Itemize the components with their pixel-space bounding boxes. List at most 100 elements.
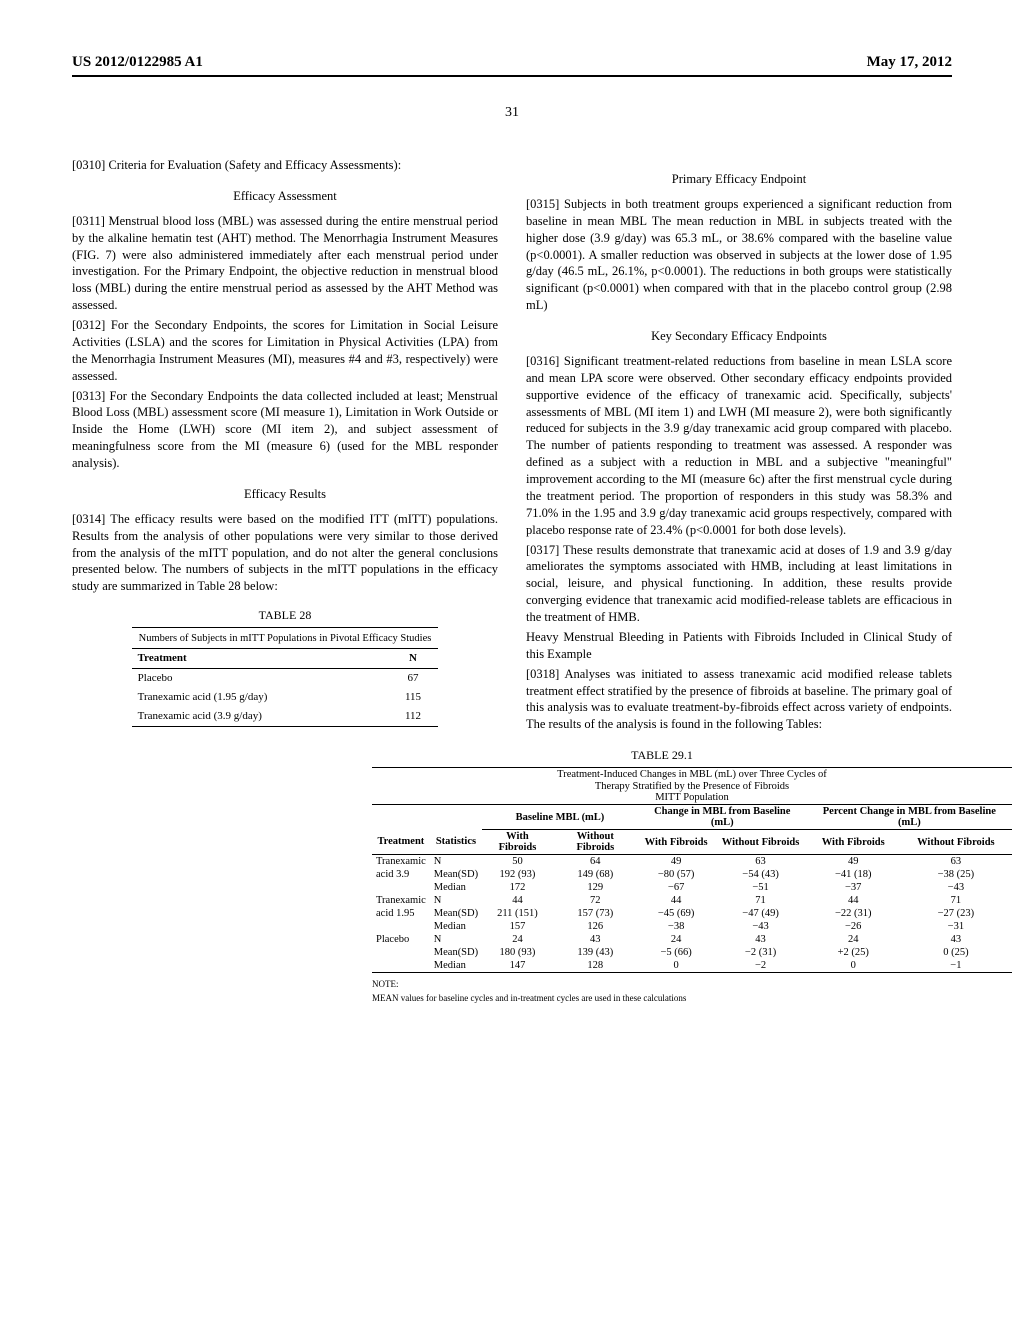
table-29-caption-2: Therapy Stratified by the Presence of Fi… [372, 781, 1012, 792]
left-column: [0310] Criteria for Evaluation (Safety a… [72, 157, 498, 736]
table-29-cell: 172 [482, 881, 553, 894]
table-29-cell: 180 (93) [482, 946, 553, 959]
table-29-note-2: MEAN values for baseline cycles and in-t… [372, 993, 952, 1003]
table-29-label: TABLE 29.1 [372, 748, 952, 763]
table-29-col-without: Without Fibroids [553, 830, 638, 855]
table-29-caption-1: Treatment-Induced Changes in MBL (mL) ov… [372, 768, 1012, 782]
publication-date: May 17, 2012 [867, 54, 952, 71]
page-header: US 2012/0122985 A1 May 17, 2012 [72, 54, 952, 77]
patent-page: US 2012/0122985 A1 May 17, 2012 31 [0310… [0, 0, 1024, 1320]
table-29-cell: acid 3.9 [372, 868, 430, 881]
table-28-cell: Tranexamic acid (1.95 g/day) [132, 688, 388, 707]
table-29-cell [372, 946, 430, 959]
para-0316: [0316] Significant treatment-related red… [526, 353, 952, 539]
table-29-cell: 63 [714, 855, 806, 869]
table-29-cell: Mean(SD) [430, 868, 482, 881]
table-29-cell: Placebo [372, 933, 430, 946]
para-0317: [0317] These results demonstrate that tr… [526, 542, 952, 626]
table-29-cell: −38 [638, 920, 715, 933]
table-29-cell: −2 [714, 959, 806, 973]
table-29-cell: −47 (49) [714, 907, 806, 920]
table-29-cell: 24 [482, 933, 553, 946]
para-0312: [0312] For the Secondary Endpoints, the … [72, 317, 498, 385]
table-29-group-baseline: Baseline MBL (mL) [482, 805, 638, 830]
table-29-wrap: TABLE 29.1 Treatment-Induced Changes in … [372, 748, 952, 975]
table-29: Treatment-Induced Changes in MBL (mL) ov… [372, 767, 1012, 975]
table-29-col-without: Without Fibroids [714, 830, 806, 855]
heading-primary-endpoint: Primary Efficacy Endpoint [526, 171, 952, 188]
table-28-cell: Tranexamic acid (3.9 g/day) [132, 707, 388, 726]
table-29-cell: 129 [553, 881, 638, 894]
heading-key-secondary: Key Secondary Efficacy Endpoints [526, 328, 952, 345]
table-28-col-treatment: Treatment [132, 649, 388, 669]
table-29-cell: −43 [900, 881, 1012, 894]
table-29-cell: 64 [553, 855, 638, 869]
table-29-cell: 157 (73) [553, 907, 638, 920]
para-hmbf: Heavy Menstrual Bleeding in Patients wit… [526, 629, 952, 663]
table-29-col-treatment: Treatment [372, 830, 430, 855]
two-column-layout: [0310] Criteria for Evaluation (Safety a… [72, 157, 952, 736]
table-29-cell: 0 (25) [900, 946, 1012, 959]
table-29-cell: 0 [638, 959, 715, 973]
table-29-cell: +2 (25) [807, 946, 900, 959]
table-29-cell: −38 (25) [900, 868, 1012, 881]
para-0315: [0315] Subjects in both treatment groups… [526, 196, 952, 314]
table-29-cell: −80 (57) [638, 868, 715, 881]
table-29-cell: 139 (43) [553, 946, 638, 959]
table-29-cell: 147 [482, 959, 553, 973]
table-28-cell: 67 [388, 669, 439, 688]
table-29-cell: −41 (18) [807, 868, 900, 881]
table-29-cell: 49 [807, 855, 900, 869]
table-28-label: TABLE 28 [72, 607, 498, 623]
table-29-cell: −43 [714, 920, 806, 933]
table-29-cell: Median [430, 881, 482, 894]
table-29-cell: −45 (69) [638, 907, 715, 920]
table-29-group-change: Change in MBL from Baseline (mL) [638, 805, 807, 830]
table-29-cell: −67 [638, 881, 715, 894]
table-29-cell: 43 [714, 933, 806, 946]
para-0314: [0314] The efficacy results were based o… [72, 511, 498, 595]
table-29-cell: 149 (68) [553, 868, 638, 881]
table-29-cell: Mean(SD) [430, 946, 482, 959]
table-29-cell [372, 881, 430, 894]
table-29-cell: 192 (93) [482, 868, 553, 881]
table-29-cell: 44 [638, 894, 715, 907]
table-29-cell: −51 [714, 881, 806, 894]
table-29-cell: −31 [900, 920, 1012, 933]
table-29-cell: 50 [482, 855, 553, 869]
table-29-note-1: NOTE: [372, 979, 952, 989]
table-29-cell: Tranexamic [372, 855, 430, 869]
right-column: Primary Efficacy Endpoint [0315] Subject… [526, 157, 952, 736]
table-29-cell: −2 (31) [714, 946, 806, 959]
table-29-cell: −1 [900, 959, 1012, 973]
heading-efficacy-results: Efficacy Results [72, 486, 498, 503]
para-0310: [0310] Criteria for Evaluation (Safety a… [72, 157, 498, 174]
table-28-cell: 112 [388, 707, 439, 726]
table-29-cell: 71 [714, 894, 806, 907]
table-29-cell: Median [430, 920, 482, 933]
table-29-col-with: With Fibroids [482, 830, 553, 855]
table-29-cell: 157 [482, 920, 553, 933]
table-29-col-without: Without Fibroids [900, 830, 1012, 855]
table-28-cell: Placebo [132, 669, 388, 688]
table-28-col-n: N [388, 649, 439, 669]
table-29-group-pct: Percent Change in MBL from Baseline (mL) [807, 805, 1012, 830]
table-29-cell: Tranexamic [372, 894, 430, 907]
table-29-cell: 44 [482, 894, 553, 907]
patent-number: US 2012/0122985 A1 [72, 54, 203, 71]
table-29-col-with: With Fibroids [807, 830, 900, 855]
table-29-cell: −27 (23) [900, 907, 1012, 920]
table-29-cell: Median [430, 959, 482, 973]
table-29-cell: Mean(SD) [430, 907, 482, 920]
table-29-cell: N [430, 933, 482, 946]
table-29-cell: 43 [900, 933, 1012, 946]
table-29-cell: −26 [807, 920, 900, 933]
table-29-cell: −54 (43) [714, 868, 806, 881]
table-29-cell: 24 [807, 933, 900, 946]
table-29-cell: N [430, 855, 482, 869]
table-29-cell: 71 [900, 894, 1012, 907]
table-29-cell: acid 1.95 [372, 907, 430, 920]
table-29-cell: 128 [553, 959, 638, 973]
table-29-cell [372, 959, 430, 973]
table-28: Numbers of Subjects in mITT Populations … [132, 627, 439, 727]
